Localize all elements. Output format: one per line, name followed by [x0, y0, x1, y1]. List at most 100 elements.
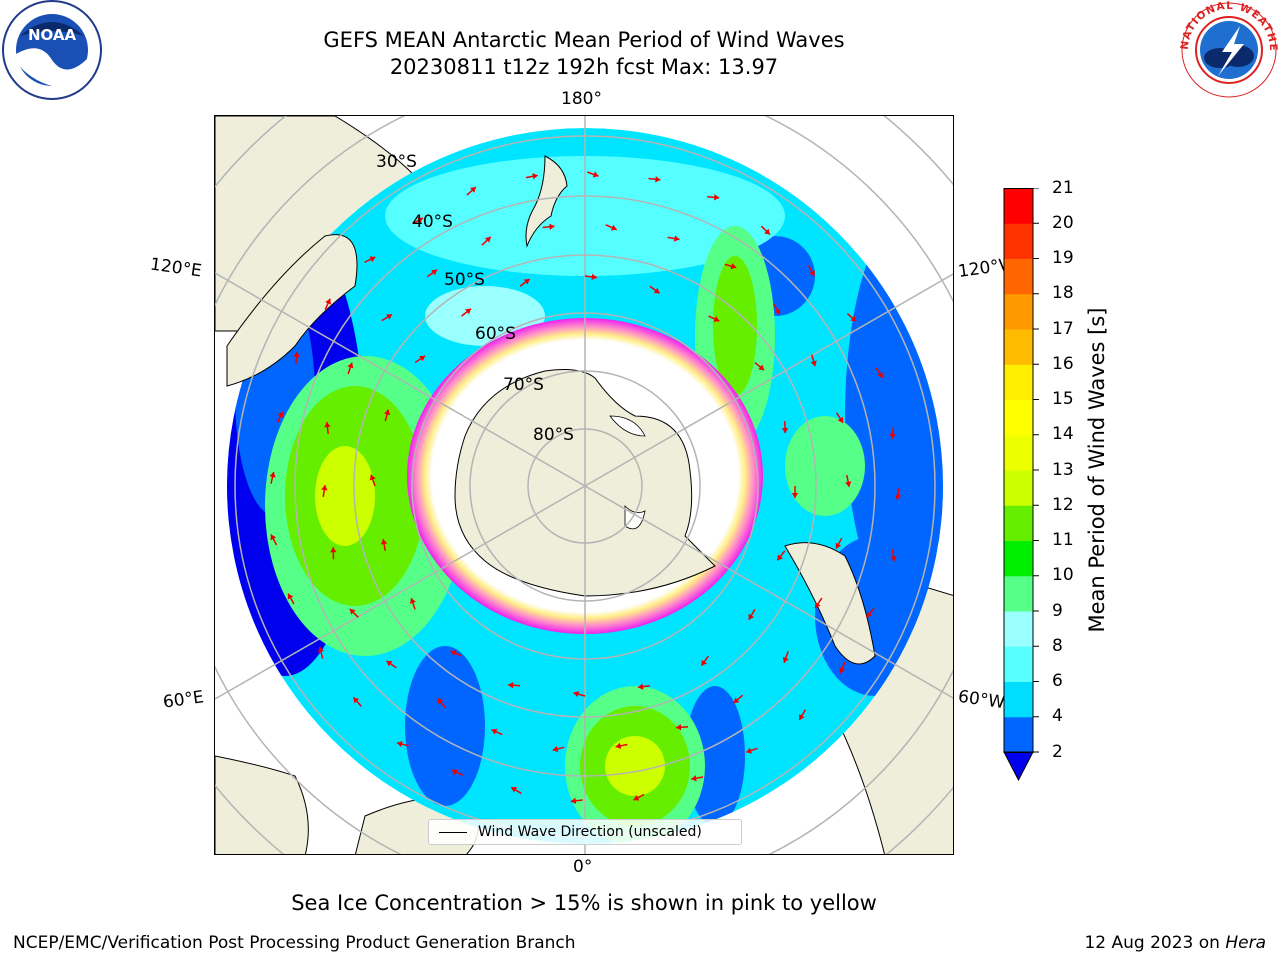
- wave-arrow-head: [791, 493, 799, 498]
- wave-arrow-head: [810, 360, 817, 367]
- wave-arrow-head: [691, 775, 697, 782]
- wave-arrow-head: [746, 747, 752, 754]
- lat-label-30s: 30°S: [376, 152, 417, 172]
- wave-arrow-head: [431, 269, 438, 276]
- wave-arrow-head: [417, 217, 424, 224]
- lon-label-60e: 60°E: [161, 687, 206, 713]
- footer-branch: NCEP/EMC/Verification Post Processing Pr…: [13, 933, 576, 953]
- colorbar-segment: [1004, 258, 1033, 295]
- colorbar-tick-label: 13: [1052, 459, 1074, 480]
- wave-arrow-head: [615, 742, 622, 750]
- wave-arrow-head: [549, 223, 555, 230]
- sea-ice-caption: Sea Ice Concentration > 15% is shown in …: [291, 891, 877, 915]
- colorbar-tick-label: 2: [1052, 741, 1063, 762]
- colorbar-tick-label: 10: [1052, 565, 1074, 586]
- footer-date: 12 Aug 2023 on Hera: [1084, 933, 1266, 953]
- lon-label-120e: 120°E: [148, 254, 203, 282]
- wave-arrow-head: [380, 539, 388, 545]
- wave-arrow-head: [633, 794, 640, 801]
- wave-arrow-head: [638, 683, 644, 690]
- colorbar-tick-label: 4: [1052, 706, 1063, 727]
- colorbar-segment: [1004, 540, 1033, 577]
- colorbar-segment: [1004, 399, 1033, 436]
- wave-arrow-head: [330, 547, 337, 553]
- wave-arrow-head: [269, 472, 276, 478]
- wave-arrow-head: [655, 176, 661, 183]
- wave-arrow-head: [809, 270, 815, 277]
- colorbar-segment: [1004, 223, 1033, 259]
- wave-arrow-head: [437, 698, 444, 705]
- colorbar-segment: [1004, 505, 1033, 541]
- continents-inner: [226, 155, 876, 665]
- graticule: [215, 116, 953, 854]
- wave-arrow-head: [349, 608, 356, 615]
- wave-arrow-head: [733, 697, 740, 704]
- wave-arrow-head: [673, 235, 680, 242]
- wave-arrow-head: [758, 364, 765, 371]
- colorbar-label: Mean Period of Wind Waves [s]: [1085, 307, 1109, 633]
- colorbar-segment: [1004, 716, 1033, 753]
- wave-arrow-head: [764, 228, 770, 235]
- wave-arrow-head: [890, 556, 897, 562]
- colorbar-tick-label: 8: [1052, 635, 1063, 656]
- wave-arrow-head: [277, 411, 284, 418]
- noaa-logo: NOAA: [0, 0, 104, 108]
- polar-map-svg: [215, 116, 953, 854]
- wave-arrow-head: [835, 542, 842, 549]
- wave-arrow-head: [573, 690, 580, 698]
- colorbar-tick-label: 12: [1052, 494, 1074, 515]
- colorbar-extend-arrow: [1003, 751, 1034, 782]
- wave-arrow-head: [369, 474, 376, 481]
- colorbar-segment: [1004, 470, 1033, 506]
- wave-arrow-head: [293, 351, 300, 358]
- colorbar-tick-label: 9: [1052, 600, 1063, 621]
- wave-arrow-head: [419, 355, 426, 362]
- wave-arrow-head: [701, 659, 707, 666]
- wave-arrow-head: [714, 194, 720, 201]
- wind-wave-arrows: [269, 171, 902, 804]
- chart-subtitle: 20230811 t12z 192h fcst Max: 13.97: [389, 55, 779, 79]
- wave-arrow-head: [676, 724, 682, 731]
- wave-arrow-head: [317, 646, 325, 653]
- colorbar-tick-label: 18: [1052, 283, 1074, 304]
- chart-title: GEFS MEAN Antarctic Mean Period of Wind …: [323, 28, 845, 52]
- colorbar-segment: [1004, 293, 1033, 330]
- legend-label: Wind Wave Direction (unscaled): [478, 824, 702, 840]
- wave-arrow-head: [653, 287, 660, 294]
- wave-arrow-head: [894, 494, 902, 501]
- nws-logo: NATIONAL WEATHER SERVICE: [1173, 0, 1280, 106]
- lat-label-60s: 60°S: [475, 324, 516, 344]
- colorbar-segment: [1004, 434, 1033, 471]
- colorbar-segment: [1004, 611, 1033, 647]
- colorbar-tick-label: 16: [1052, 353, 1074, 374]
- colorbar-tick-label: 21: [1052, 177, 1074, 198]
- noaa-logo-text: NOAA: [28, 26, 77, 44]
- wave-arrow-head: [270, 534, 277, 541]
- colorbar-tick-label: 14: [1052, 424, 1074, 445]
- wave-arrow-head: [325, 298, 331, 305]
- wave-arrow-head: [451, 769, 458, 776]
- wave-arrow-head: [347, 362, 354, 369]
- colorbar-tick-label: 19: [1052, 248, 1074, 268]
- lon-label-0: 0°: [573, 857, 593, 877]
- wave-arrow-head: [877, 371, 883, 378]
- colorbar: [1003, 188, 1039, 782]
- wave-arrow-head: [470, 187, 476, 193]
- wave-arrow-head: [353, 697, 360, 704]
- lon-label-180: 180°: [561, 89, 602, 109]
- wave-arrow-head: [287, 593, 294, 600]
- wave-arrow-head: [397, 740, 403, 748]
- wave-arrow-head: [508, 682, 514, 689]
- wave-arrow-head: [730, 263, 737, 270]
- wave-arrow-head: [781, 427, 789, 434]
- colorbar-segment: [1004, 329, 1033, 365]
- wave-arrow-head: [815, 602, 821, 608]
- map-legend: Wind Wave Direction (unscaled): [428, 819, 742, 845]
- wave-arrow-head: [409, 598, 416, 604]
- wave-arrow-head: [845, 481, 852, 487]
- wave-arrow-head: [610, 224, 617, 231]
- wave-arrow-head: [384, 409, 391, 416]
- colorbar-tick-label: 20: [1052, 212, 1074, 233]
- wave-arrow-head: [837, 416, 844, 423]
- wave-arrow-head: [839, 667, 845, 674]
